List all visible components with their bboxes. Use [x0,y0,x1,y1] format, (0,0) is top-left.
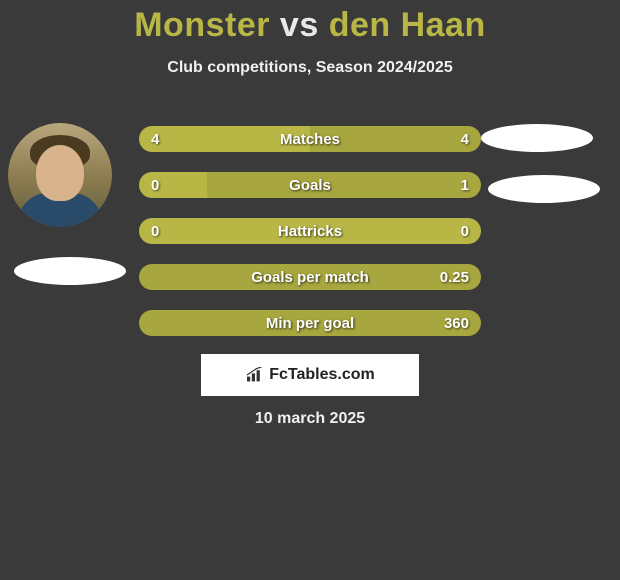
date-label: 10 march 2025 [0,410,620,428]
fctables-logo: FcTables.com [201,354,419,396]
subtitle: Club competitions, Season 2024/2025 [0,59,620,77]
stat-row: 00Hattricks [139,218,481,244]
stat-row: 0.25Goals per match [139,264,481,290]
player2-flag-2 [488,175,600,203]
title-player1: Monster [134,6,270,44]
stat-row: 01Goals [139,172,481,198]
stat-label: Matches [139,126,481,152]
page-title: Monster vs den Haan [0,0,620,45]
stats-bars: 44Matches 01Goals 00Hattricks 0.25Goals per… [139,126,481,356]
stat-row: 360Min per goal [139,310,481,336]
title-player2: den Haan [329,6,486,44]
fctables-logo-text: FcTables.com [269,366,375,384]
player1-flag [14,257,126,285]
stat-label: Hattricks [139,218,481,244]
player2-flag-1 [481,124,593,152]
stat-label: Goals [139,172,481,198]
stat-label: Goals per match [139,264,481,290]
title-vs: vs [280,6,319,44]
stat-label: Min per goal [139,310,481,336]
stat-row: 44Matches [139,126,481,152]
chart-icon [245,367,265,383]
player1-avatar [8,123,112,227]
